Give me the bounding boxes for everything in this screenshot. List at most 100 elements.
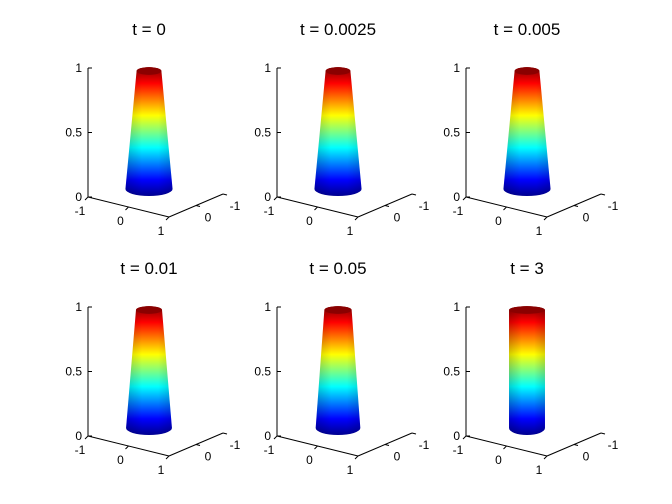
x-tick-mark [125,445,129,450]
surface-top-cap [509,306,545,314]
z-tick-label: 1 [453,300,460,314]
z-tick-label: 0.5 [254,126,271,140]
y-tick-label: 0 [394,450,401,464]
x-tick-label: 1 [158,224,165,238]
z-tick-label: 0.5 [443,126,460,140]
x-tick-mark [125,206,129,211]
x-tick-label: 0 [117,453,124,467]
y-tick-mark [411,432,417,435]
y-tick-mark [573,444,579,446]
z-tick-label: 0.5 [65,126,82,140]
y-tick-mark [222,193,228,196]
x-tick-mark [354,455,359,460]
z-tick-label: 1 [453,61,460,75]
x-tick-mark [503,206,507,211]
x-tick-mark [462,196,467,201]
z-tick-label: 1 [75,300,82,314]
x-tick-mark [314,445,318,450]
x-tick-label: 1 [347,224,354,238]
x-tick-mark [462,435,467,440]
z-tick-label: 0.5 [254,365,271,379]
y-tick-mark [573,205,579,207]
y-tick-label: 0 [205,211,212,225]
z-tick-label: 1 [264,300,271,314]
x-tick-label: 0 [495,214,502,228]
surface-top-cap [324,306,352,314]
surface-shading [315,306,361,435]
z-tick-label: 1 [75,61,82,75]
x-tick-mark [273,196,278,201]
surface-top-cap [135,306,163,314]
z-tick-label: 0.5 [443,365,460,379]
subplot-title: t = 3 [510,259,544,278]
surface-top-cap [514,67,540,75]
z-tick-label: 0 [264,429,271,443]
x-tick-label: -1 [264,443,275,457]
subplot-title: t = 0.0025 [300,20,376,39]
subplot-title: t = 0.05 [309,259,366,278]
surface-shading [126,306,172,436]
x-tick-mark [503,445,507,450]
z-tick-label: 0 [75,190,82,204]
x-tick-label: 1 [158,463,165,477]
y-tick-mark [600,432,606,435]
x-tick-mark [84,196,89,201]
x-tick-mark [273,435,278,440]
x-tick-mark [354,216,359,221]
y-tick-mark [411,193,417,196]
x-tick-label: -1 [75,204,86,218]
z-tick-label: 0 [264,190,271,204]
y-tick-mark [195,205,201,207]
x-tick-mark [165,455,170,460]
y-tick-label: -1 [419,438,430,452]
z-tick-label: 0 [75,429,82,443]
x-tick-label: 0 [117,214,124,228]
y-tick-mark [222,432,228,435]
y-tick-mark [195,444,201,446]
y-tick-label: -1 [608,199,619,213]
subplot-title: t = 0 [132,20,166,39]
y-tick-mark [384,205,390,207]
x-tick-label: 1 [347,463,354,477]
x-tick-label: 0 [306,453,313,467]
surface-shading [503,67,551,197]
surface-shading [509,306,545,436]
y-tick-label: -1 [608,438,619,452]
z-tick-label: 1 [264,61,271,75]
subplot-title: t = 0.01 [120,259,177,278]
subplot-title: t = 0.005 [494,20,561,39]
x-tick-mark [543,455,548,460]
x-tick-label: 0 [495,453,502,467]
y-tick-label: -1 [230,438,241,452]
x-tick-label: -1 [75,443,86,457]
y-tick-label: -1 [230,199,241,213]
x-tick-label: -1 [453,443,464,457]
surface-shading [125,67,173,197]
x-tick-label: -1 [264,204,275,218]
x-tick-mark [165,216,170,221]
z-tick-label: 0 [453,429,460,443]
x-tick-mark [84,435,89,440]
x-tick-mark [543,216,548,221]
y-tick-mark [384,444,390,446]
x-tick-mark [314,206,318,211]
z-tick-label: 0 [453,190,460,204]
x-tick-label: 1 [536,463,543,477]
surface-shading [314,67,362,197]
x-tick-label: -1 [453,204,464,218]
y-tick-label: -1 [419,199,430,213]
x-tick-label: 0 [306,214,313,228]
y-tick-label: 0 [205,450,212,464]
z-tick-label: 0.5 [65,365,82,379]
surface-top-cap [136,67,162,75]
y-tick-mark [600,193,606,196]
surface-top-cap [325,67,351,75]
y-tick-label: 0 [583,450,590,464]
